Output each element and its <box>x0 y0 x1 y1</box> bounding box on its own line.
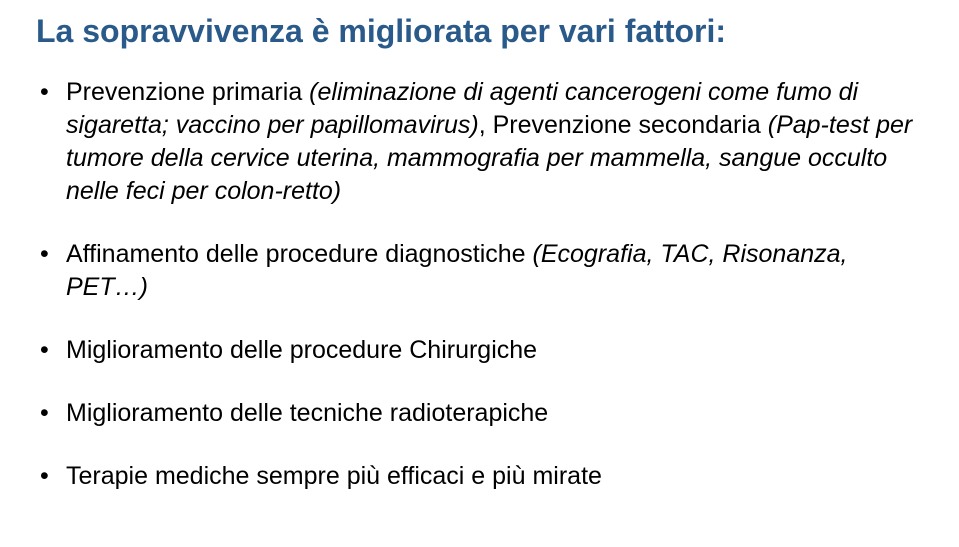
bullet-segment: , Prevenzione secondaria <box>479 111 768 139</box>
bullet-list: Prevenzione primaria (eliminazione di ag… <box>36 76 923 493</box>
bullet-segment: Prevenzione primaria <box>66 78 309 106</box>
bullet-item: Terapie mediche sempre più efficaci e pi… <box>36 460 923 493</box>
bullet-segment: Miglioramento delle procedure Chirurgich… <box>66 336 537 364</box>
bullet-segment: Affinamento delle procedure diagnostiche <box>66 240 533 268</box>
bullet-item: Miglioramento delle tecniche radioterapi… <box>36 397 923 430</box>
slide-title: La sopravvivenza è migliorata per vari f… <box>36 12 923 50</box>
bullet-segment: Terapie mediche sempre più efficaci e pi… <box>66 462 602 490</box>
bullet-item: Prevenzione primaria (eliminazione di ag… <box>36 76 923 208</box>
bullet-item: Miglioramento delle procedure Chirurgich… <box>36 334 923 367</box>
bullet-segment: Miglioramento delle tecniche radioterapi… <box>66 399 548 427</box>
bullet-item: Affinamento delle procedure diagnostiche… <box>36 238 923 304</box>
slide: La sopravvivenza è migliorata per vari f… <box>0 0 959 547</box>
